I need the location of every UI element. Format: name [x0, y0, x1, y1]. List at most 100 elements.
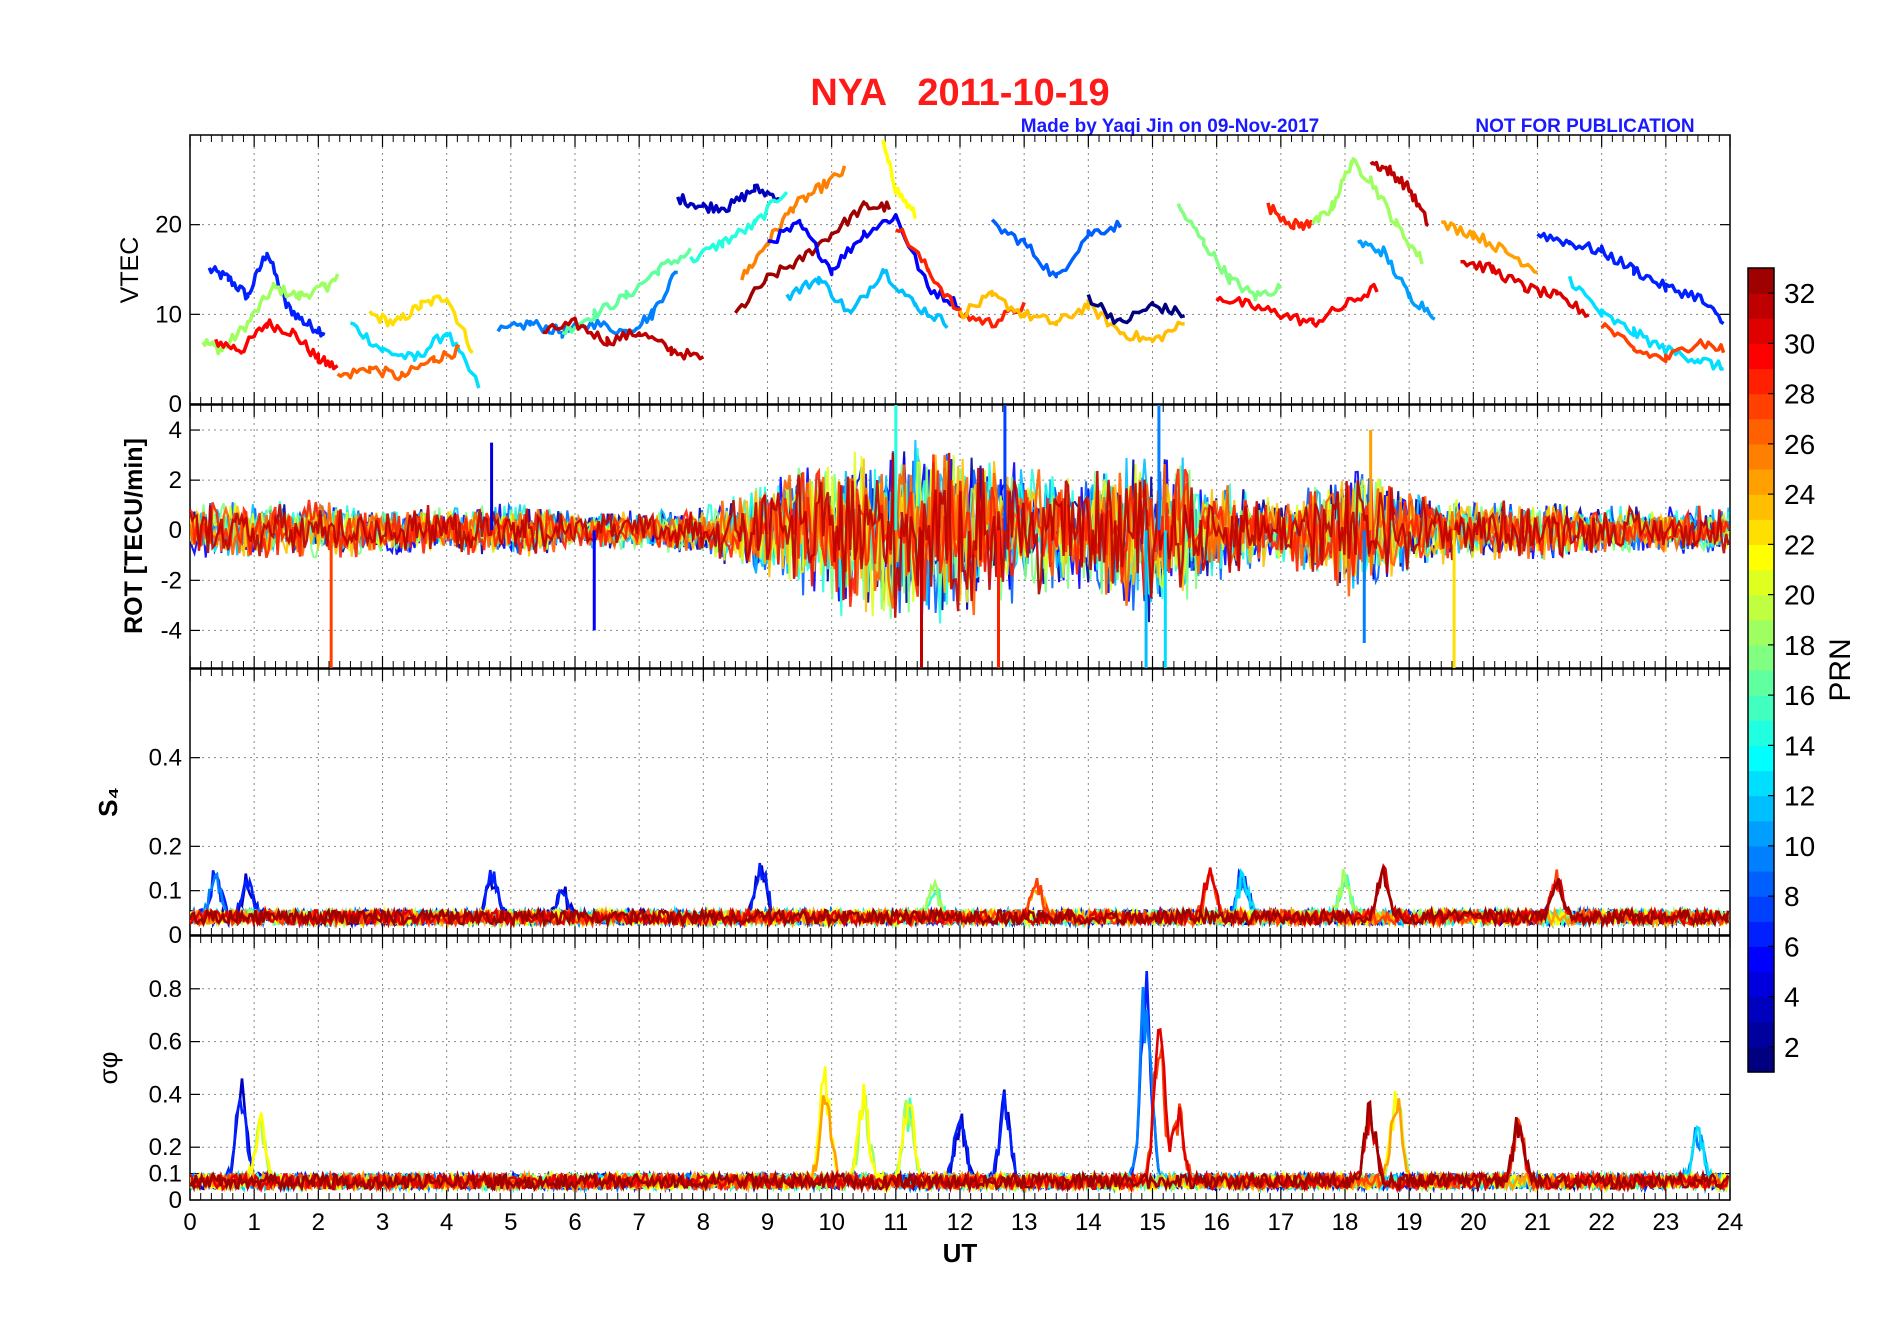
colorbar-swatch [1748, 469, 1774, 495]
colorbar-swatch [1748, 745, 1774, 772]
colorbar-swatch [1748, 720, 1774, 746]
colorbar-tick-label: 14 [1784, 730, 1815, 761]
colorbar-swatch [1748, 946, 1774, 973]
y-tick-label: 2 [169, 467, 182, 494]
x-tick-label: 13 [1011, 1209, 1038, 1236]
rot-ylabel: ROT [TECU/min] [120, 438, 148, 634]
colorbar-swatch [1748, 1021, 1774, 1048]
sigphi-traces [190, 971, 1730, 1194]
vtec-series [1567, 275, 1724, 371]
sigphi-series [190, 971, 1729, 1194]
colorbar-swatch [1748, 569, 1774, 596]
colorbar-tick-label: 22 [1784, 529, 1815, 560]
vtec-series [349, 321, 481, 389]
x-tick-label: 4 [440, 1209, 453, 1236]
colorbar-tick-label: 28 [1784, 379, 1815, 410]
colorbar-tick-label: 2 [1784, 1032, 1800, 1063]
vtec-series [336, 344, 461, 382]
colorbar-swatch [1748, 318, 1774, 344]
notice-text: NOT FOR PUBLICATION [1475, 116, 1694, 137]
vtec-series [767, 212, 961, 311]
vtec-series [1176, 203, 1283, 302]
vtec-series [689, 190, 789, 264]
x-tick-label: 0 [183, 1209, 196, 1236]
s4-traces [190, 862, 1730, 930]
colorbar-frame [1747, 267, 1775, 1073]
x-tick-label: 11 [883, 1209, 908, 1236]
colorbar-label: PRN [1824, 638, 1857, 701]
panel-frame [189, 935, 1731, 1201]
rot-traces [190, 405, 1730, 668]
vtec-series [1357, 239, 1436, 321]
colorbar-swatch [1748, 268, 1774, 294]
x-tick-label: 24 [1717, 1209, 1744, 1236]
vtec-series [207, 251, 326, 338]
vtec-ylabel: VTEC [116, 237, 144, 304]
colorbar-swatch [1748, 695, 1774, 721]
panel-frame [189, 668, 1731, 936]
vtec-series [785, 268, 949, 330]
x-tick-label: 10 [818, 1209, 845, 1236]
colorbar-swatch [1748, 343, 1774, 370]
colorbar-swatch [1748, 971, 1774, 998]
y-tick-label: 0.6 [149, 1029, 182, 1056]
colorbar-tick-label: 12 [1784, 781, 1815, 812]
panel-frame [189, 134, 1731, 405]
x-tick-label: 7 [632, 1209, 645, 1236]
colorbar-tick-label: 8 [1784, 881, 1800, 912]
colorbar-swatch [1748, 845, 1774, 872]
vtec-traces [201, 139, 1726, 389]
y-tick-label: 0 [169, 391, 182, 418]
x-tick-label: 6 [568, 1209, 581, 1236]
y-tick-label: 10 [155, 301, 182, 328]
vtec-series [990, 218, 1122, 279]
vtec-series [1369, 160, 1430, 228]
y-tick-label: 0.1 [149, 1161, 182, 1188]
s4-series [190, 866, 1730, 930]
colorbar-tick-label: 20 [1784, 580, 1815, 611]
x-tick-label: 12 [947, 1209, 974, 1236]
vtec-series [958, 289, 1185, 344]
vtec-series [1311, 157, 1424, 265]
colorbar-swatch [1748, 619, 1774, 646]
x-axis-label: UT [943, 1238, 978, 1268]
colorbar-swatch [1748, 443, 1774, 470]
colorbar-swatch [1748, 544, 1774, 571]
y-tick-label: 0.4 [149, 745, 182, 772]
vtec-series [881, 139, 917, 220]
colorbar-swatch [1748, 670, 1774, 696]
colorbar-tick-label: 32 [1784, 278, 1815, 309]
y-tick-label: 0.1 [149, 878, 182, 905]
colorbar-tick-label: 16 [1784, 680, 1815, 711]
colorbar-swatch [1748, 594, 1774, 621]
x-tick-label: 20 [1460, 1209, 1487, 1236]
x-tick-label: 17 [1267, 1209, 1294, 1236]
y-tick-label: -4 [161, 617, 182, 644]
x-tick-label: 2 [312, 1209, 325, 1236]
x-tick-label: 14 [1075, 1209, 1102, 1236]
s4-panel: 0 0.1 0.2 0.4 S₄ [93, 668, 1731, 949]
vtec-series [1266, 202, 1314, 231]
colorbar-swatch [1748, 644, 1774, 671]
colorbar-swatch [1748, 393, 1774, 420]
colorbar-swatch [1748, 1046, 1774, 1073]
colorbar-swatch [1748, 494, 1774, 520]
colorbar-tick-label: 18 [1784, 630, 1815, 661]
vtec-series [214, 318, 339, 371]
vtec-series [1536, 231, 1725, 326]
vtec-panel: 0 10 20 VTEC [116, 134, 1731, 418]
y-tick-label: 0.8 [149, 976, 182, 1003]
vtec-series [542, 316, 705, 361]
sigma-phi-ylabel: σφ [93, 1052, 123, 1085]
figure-title: NYA 2011-10-19 [810, 72, 1109, 114]
x-tick-label: 16 [1203, 1209, 1230, 1236]
y-tick-label: 4 [169, 417, 182, 444]
x-tick-label: 18 [1332, 1209, 1359, 1236]
colorbar-swatch [1748, 996, 1774, 1023]
vtec-series [201, 273, 340, 356]
colorbar-swatch [1748, 871, 1774, 897]
